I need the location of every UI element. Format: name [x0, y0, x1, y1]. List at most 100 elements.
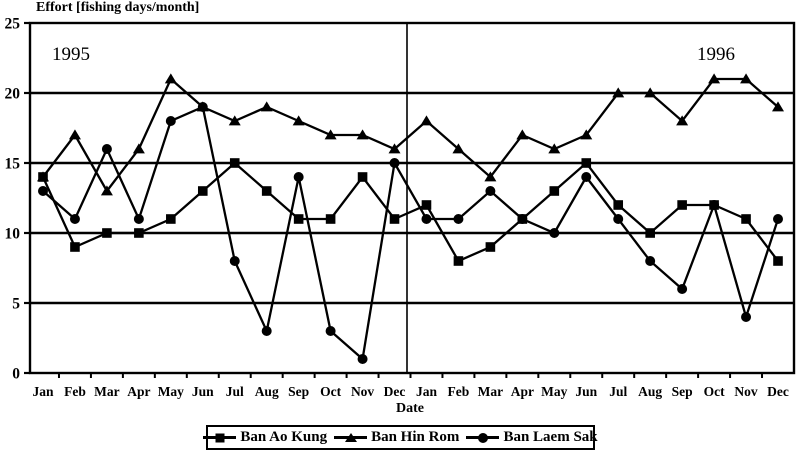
svg-text:0: 0 [12, 366, 20, 383]
svg-text:Jan: Jan [416, 384, 438, 399]
data-point [677, 284, 688, 294]
data-point [484, 171, 497, 182]
y-axis-labels: 0 5 10 15 20 25 [5, 16, 21, 383]
data-point [228, 115, 241, 126]
data-point [421, 214, 432, 224]
data-point [645, 256, 656, 266]
year-annotation-1995: 1995 [52, 44, 90, 65]
data-point [101, 144, 112, 154]
effort-line-chart: 0 5 10 15 20 25 Jan Feb Mar Apr May Jun Jul Aug Sep Oct… [5, 16, 796, 399]
data-point [357, 354, 368, 364]
data-point [485, 242, 496, 252]
svg-text:Sep: Sep [288, 384, 309, 399]
svg-text:25: 25 [5, 16, 21, 33]
data-point [581, 158, 592, 168]
data-point [325, 326, 336, 336]
data-point [421, 200, 432, 210]
svg-text:Feb: Feb [448, 384, 470, 399]
svg-text:Feb: Feb [64, 384, 86, 399]
data-point [676, 115, 689, 126]
data-point [164, 73, 177, 84]
data-point [773, 256, 783, 266]
data-point [741, 214, 751, 224]
svg-text:Jun: Jun [192, 384, 214, 399]
data-point [612, 87, 625, 98]
legend-entry-ban-ao-kung: Ban Ao Kung [203, 429, 327, 446]
plot-frame [28, 21, 796, 375]
svg-text:Jan: Jan [32, 384, 54, 399]
data-point [229, 256, 240, 266]
data-point [292, 115, 305, 126]
svg-text:Sep: Sep [672, 384, 693, 399]
data-point [102, 228, 112, 238]
data-point [453, 214, 464, 224]
legend-box: Ban Ao Kung Ban Hin Rom Ban Laem Sak [203, 425, 598, 450]
data-point [709, 200, 719, 210]
legend-label-ban-laem-sak: Ban Laem Sak [503, 429, 598, 445]
data-point [517, 214, 528, 224]
data-point [708, 73, 721, 84]
axis-ticks [24, 21, 764, 378]
data-point [38, 172, 48, 182]
data-point [260, 101, 273, 112]
data-point [197, 186, 208, 196]
svg-text:May: May [541, 384, 567, 399]
data-point [261, 186, 272, 196]
data-point [773, 214, 783, 224]
data-point [420, 115, 433, 126]
data-point [388, 143, 401, 154]
svg-text:Oct: Oct [704, 384, 725, 399]
data-point [293, 172, 304, 182]
data-point [741, 312, 752, 322]
legend-label-ban-hin-rom: Ban Hin Rom [371, 429, 460, 445]
data-point [645, 228, 655, 238]
circle-marker-icon [466, 432, 500, 443]
square-marker-icon [203, 433, 237, 442]
chart-title: Effort [fishing days/month] [36, 0, 200, 15]
data-point [261, 326, 272, 336]
data-point [229, 158, 240, 168]
svg-text:10: 10 [5, 226, 21, 243]
series-ban-ao-kung [38, 158, 783, 266]
svg-text:Oct: Oct [320, 384, 341, 399]
data-point [549, 186, 560, 196]
svg-text:20: 20 [5, 86, 21, 103]
svg-text:5: 5 [12, 296, 20, 313]
svg-text:Nov: Nov [351, 384, 374, 399]
data-point [69, 214, 80, 224]
data-point [165, 116, 176, 126]
svg-text:Jun: Jun [575, 384, 597, 399]
svg-text:Dec: Dec [767, 384, 789, 399]
data-point [580, 129, 593, 140]
x-axis-title: Date [396, 401, 424, 416]
data-point [389, 214, 400, 224]
data-point [132, 143, 145, 154]
svg-text:Nov: Nov [734, 384, 757, 399]
svg-text:May: May [158, 384, 184, 399]
svg-text:Apr: Apr [127, 384, 150, 399]
data-point [356, 129, 369, 140]
svg-text:15: 15 [5, 156, 21, 173]
data-point [677, 200, 687, 210]
data-point [644, 87, 657, 98]
svg-text:Jul: Jul [226, 384, 244, 399]
svg-text:Mar: Mar [94, 384, 119, 399]
svg-text:Aug: Aug [638, 384, 662, 399]
data-point [613, 214, 624, 224]
triangle-marker-icon [334, 432, 368, 442]
data-point [453, 256, 464, 266]
data-point [133, 214, 144, 224]
data-point [38, 186, 48, 196]
data-point [613, 200, 624, 210]
gridlines [30, 91, 794, 305]
data-point [166, 214, 176, 224]
legend-entry-ban-laem-sak: Ban Laem Sak [466, 429, 598, 446]
data-point [100, 185, 113, 196]
data-point [548, 143, 561, 154]
data-point [324, 129, 337, 140]
data-point [516, 129, 529, 140]
svg-text:Apr: Apr [511, 384, 534, 399]
data-point [357, 172, 368, 182]
svg-text:Dec: Dec [384, 384, 406, 399]
